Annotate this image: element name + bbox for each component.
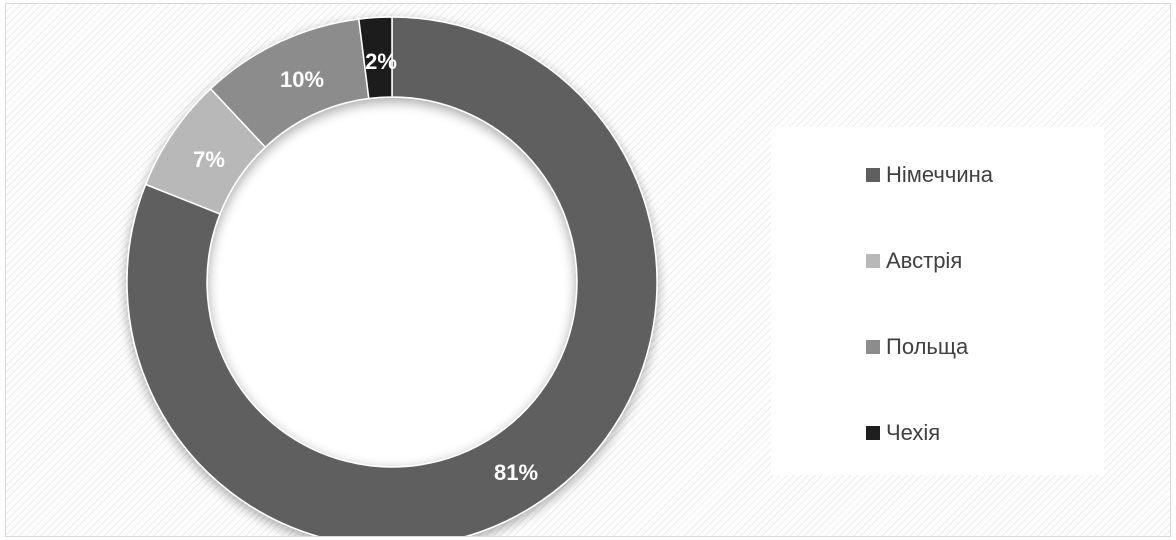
donut-chart: 81% 7% 10% 2%: [126, 16, 658, 536]
donut-slice-czechia: [357, 16, 393, 100]
data-label-germany: 81%: [494, 460, 538, 485]
legend: Німеччина Австрія Польща Чехія: [771, 127, 1104, 475]
data-label-czechia: 2%: [365, 49, 397, 74]
legend-swatch-czechia: [866, 426, 880, 440]
legend-swatch-poland: [866, 340, 880, 354]
legend-swatch-austria: [866, 254, 880, 268]
legend-item-poland: Польща: [866, 334, 969, 359]
legend-item-austria: Австрія: [866, 248, 963, 273]
donut-slices: [126, 16, 658, 536]
legend-label-austria: Австрія: [886, 248, 963, 273]
legend-label-czechia: Чехія: [886, 420, 941, 445]
donut-hole: [204, 94, 580, 470]
donut-slice-germany: [126, 16, 658, 536]
chart-area: 81% 7% 10% 2% Німеччина Австрія Польща Чехі…: [5, 3, 1171, 537]
legend-swatch-germany: [866, 168, 880, 182]
data-label-austria: 7%: [193, 147, 225, 172]
data-labels: 81% 7% 10% 2%: [193, 49, 538, 485]
legend-item-germany: Німеччина: [866, 162, 994, 187]
data-label-poland: 10%: [280, 67, 324, 92]
legend-label-poland: Польща: [886, 334, 969, 359]
legend-label-germany: Німеччина: [886, 162, 994, 187]
legend-item-czechia: Чехія: [866, 420, 941, 445]
